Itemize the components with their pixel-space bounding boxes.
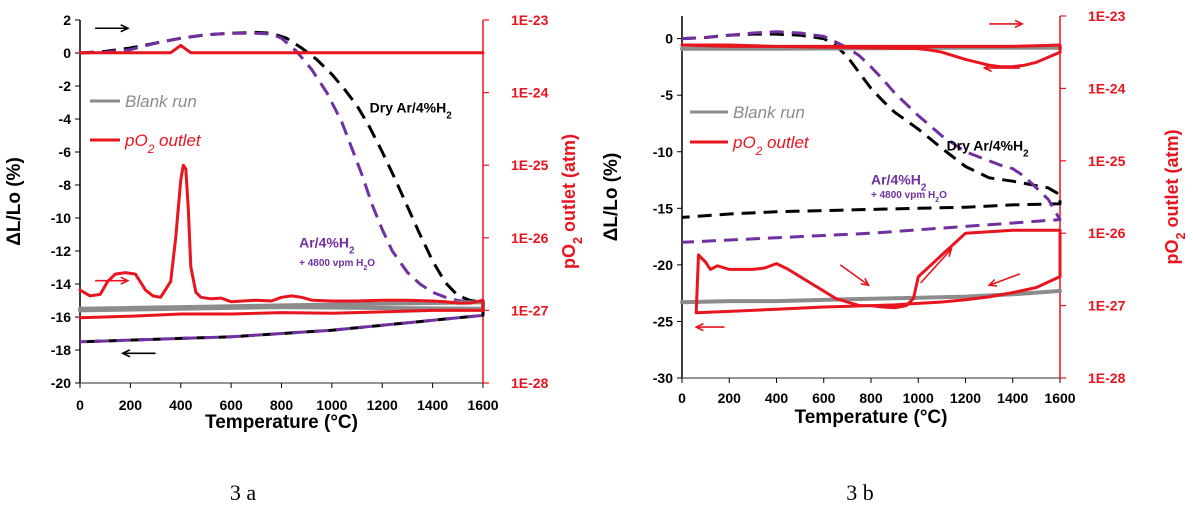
y-tick-label: 0 — [63, 45, 71, 61]
x-tick-label: 800 — [270, 397, 294, 413]
y2-tick-label: 1E-23 — [511, 12, 549, 28]
annotation-label: + 4800 vpm H2O — [299, 258, 375, 272]
figure-caption-a: 3 a — [230, 480, 257, 505]
annotation-arrow-head — [860, 277, 871, 287]
annotation-label: Dry Ar/4%H2 — [370, 99, 453, 121]
series-line-po2 — [78, 43, 485, 55]
annotation-arrow-head — [982, 63, 992, 73]
x-tick-label: 0 — [678, 390, 686, 406]
x-tick-label: 1400 — [997, 390, 1028, 406]
y-axis-title: ΔL/Lo (%) — [4, 157, 25, 246]
x-tick-label: 400 — [765, 390, 789, 406]
annotation-arrow-head — [1014, 19, 1025, 29]
annotation-label: Dry Ar/4%H2 — [947, 138, 1030, 160]
y2-tick-label: 1E-27 — [511, 302, 549, 318]
y-tick-label: 2 — [63, 12, 71, 28]
y-tick-label: -8 — [59, 177, 72, 193]
series-line-dry — [681, 32, 1062, 219]
annotation-arrow-head — [120, 24, 130, 33]
series-line-wet — [681, 30, 1062, 244]
chart-panel-a: 2 0 -2 -4 -6 -8 -10 -12 -14 -16 -18 -20 0 200 400 600 80… — [4, 12, 585, 433]
series-line-po2 — [680, 43, 1062, 69]
y2-tick-label: 1E-23 — [1088, 8, 1126, 24]
x-tick-label: 1000 — [903, 390, 934, 406]
x-tick-label: 600 — [812, 390, 836, 406]
x-axis-title: Temperature (°C) — [205, 412, 358, 433]
x-axis-title: Temperature (°C) — [795, 407, 948, 428]
x-tick-label: 800 — [859, 390, 883, 406]
y2-tick-label: 1E-27 — [1088, 298, 1126, 314]
y2-tick-label: 1E-26 — [511, 230, 549, 246]
y-tick-label: -15 — [653, 200, 673, 216]
annotation-label: Ar/4%H2 — [299, 235, 355, 257]
legend-label-blank: Blank run — [125, 92, 197, 111]
x-tick-label: 400 — [169, 397, 193, 413]
y2-tick-label: 1E-26 — [1088, 225, 1126, 241]
y2-axis-title: pO2 outlet (atm) — [1162, 129, 1188, 264]
annotation-arrow-head — [987, 278, 998, 287]
x-tick-label: 600 — [219, 397, 243, 413]
series-line-blank — [78, 300, 485, 313]
series-line-dry — [79, 30, 485, 344]
series-line-po2 — [694, 228, 1062, 315]
y-tick-label: -30 — [653, 370, 673, 386]
series-line-wet — [79, 31, 485, 344]
x-tick-label: 1000 — [316, 397, 347, 413]
y2-tick-label: 1E-28 — [511, 375, 549, 391]
x-tick-label: 0 — [76, 397, 84, 413]
annotation-arrow-head — [943, 247, 953, 257]
y-tick-label: -16 — [51, 309, 71, 325]
legend-label-po2: pO2 outlet — [732, 133, 810, 158]
figure-caption-b: 3 b — [846, 480, 874, 505]
legend-label-po2: pO2 outlet — [124, 131, 202, 156]
y-tick-label: -4 — [59, 111, 72, 127]
y-tick-label: -10 — [653, 144, 673, 160]
x-tick-label: 200 — [119, 397, 143, 413]
y-tick-label: -2 — [59, 78, 72, 94]
y2-tick-label: 1E-25 — [511, 157, 549, 173]
x-tick-label: 1600 — [467, 397, 498, 413]
y-tick-label: -20 — [653, 257, 673, 273]
y-tick-label: -5 — [661, 87, 674, 103]
annotation-label: Ar/4%H2 — [871, 172, 927, 194]
x-tick-label: 1200 — [367, 397, 398, 413]
series-line-po2 — [78, 163, 485, 320]
y-tick-label: 0 — [665, 31, 673, 47]
annotation-label: + 4800 vpm H2O — [871, 190, 947, 204]
y2-tick-label: 1E-24 — [1088, 80, 1126, 96]
x-tick-label: 1600 — [1044, 390, 1075, 406]
annotation-arrow-head — [120, 349, 131, 358]
legend-label-blank: Blank run — [733, 103, 805, 122]
annotation-arrow — [839, 264, 870, 286]
y-axis-title: ΔL/Lo (%) — [601, 153, 622, 242]
y2-tick-label: 1E-25 — [1088, 153, 1126, 169]
y-tick-label: -10 — [51, 210, 71, 226]
x-tick-label: 1400 — [417, 397, 448, 413]
y-tick-label: -6 — [59, 144, 72, 160]
x-tick-label: 200 — [718, 390, 742, 406]
y2-tick-label: 1E-28 — [1088, 370, 1126, 386]
y-tick-label: -18 — [51, 342, 71, 358]
y-tick-label: -20 — [51, 375, 71, 391]
y-tick-label: -14 — [51, 276, 71, 292]
y2-axis-title: pO2 outlet (atm) — [559, 134, 585, 269]
y-tick-label: -12 — [51, 243, 71, 259]
annotation-arrow — [988, 273, 1021, 286]
annotation-arrow-head — [120, 276, 130, 285]
y2-tick-label: 1E-24 — [511, 85, 549, 101]
y-tick-label: -25 — [653, 313, 673, 329]
x-tick-label: 1200 — [950, 390, 981, 406]
annotation-arrow-head — [694, 322, 704, 332]
annotation-arrow — [920, 248, 952, 284]
series-line-blank — [680, 288, 1062, 305]
chart-panel-b: 0 -5 -10 -15 -20 -25 -30 0 200 400 600 800 1000 1200 1… — [601, 8, 1188, 428]
